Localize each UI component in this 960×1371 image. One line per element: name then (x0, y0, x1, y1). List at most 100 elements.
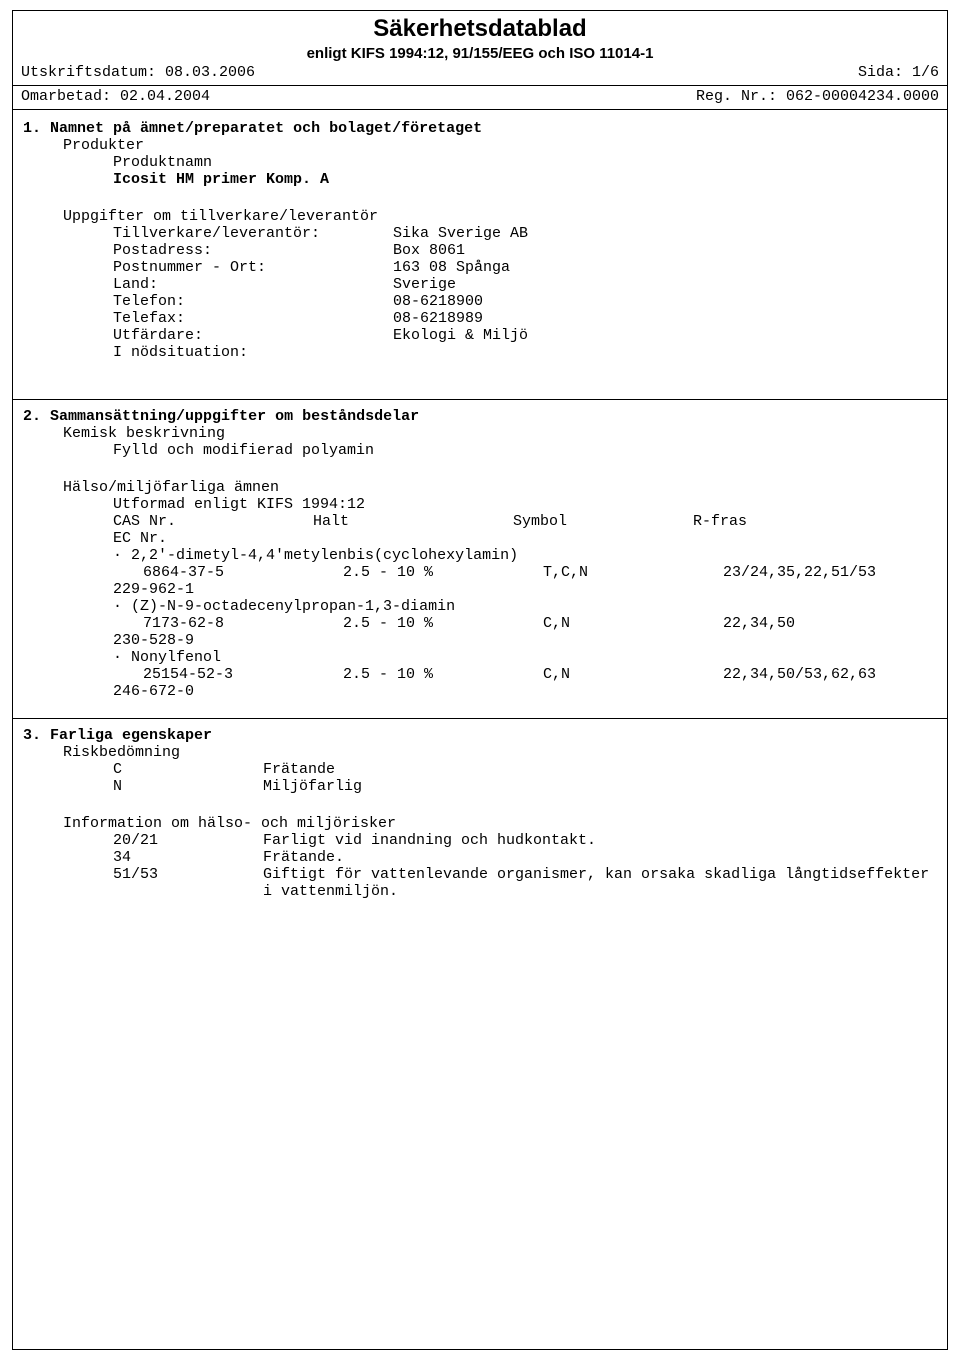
supplier-heading: Uppgifter om tillverkare/leverantör (23, 208, 937, 225)
divider (13, 85, 947, 86)
hazard-heading: Hälso/miljöfarliga ämnen (23, 479, 937, 496)
info-row: 34 Frätande. (23, 849, 937, 866)
hazard-item-2-halt: 2.5 - 10 % (343, 666, 543, 683)
hazard-item-name: Nonylfenol (23, 649, 937, 666)
hazard-item-1-rfras: 22,34,50 (723, 615, 937, 632)
hazard-item-1-halt: 2.5 - 10 % (343, 615, 543, 632)
section-1-heading: 1. Namnet på ämnet/preparatet och bolage… (23, 120, 937, 137)
meta-row-1: Utskriftsdatum: 08.03.2006 Sida: 1/6 (13, 64, 947, 81)
page: Säkerhetsdatablad enligt KIFS 1994:12, 9… (0, 0, 960, 1371)
chemdesc-value: Fylld och modifierad polyamin (23, 442, 937, 459)
table-header: CAS Nr. Halt Symbol R-fras (23, 513, 937, 530)
document-frame: Säkerhetsdatablad enligt KIFS 1994:12, 9… (12, 10, 948, 1350)
row-country: Land: Sverige (23, 276, 937, 293)
rev-label: Omarbetad: (21, 88, 111, 105)
section-1-title: Namnet på ämnet/preparatet och bolaget/f… (50, 120, 482, 137)
hazard-item-0-ec: 229-962-1 (23, 581, 937, 598)
section-2-heading: 2. Sammansättning/uppgifter om beståndsd… (23, 408, 937, 425)
info-heading: Information om hälso- och miljörisker (23, 815, 937, 832)
postcode-value: 163 08 Spånga (393, 259, 937, 276)
info-row: 51/53 Giftigt för vattenlevande organism… (23, 866, 937, 900)
info-code-0: 20/21 (113, 832, 263, 849)
section-1-num: 1. (23, 120, 41, 137)
info-code-1: 34 (113, 849, 263, 866)
page-value: 1/6 (912, 64, 939, 81)
hazard-item-1-cas: 7173-62-8 (143, 615, 343, 632)
ec-label: EC Nr. (23, 530, 937, 547)
col-rfras: R-fras (693, 513, 937, 530)
country-value: Sverige (393, 276, 937, 293)
hazard-item-0-rfras: 23/24,35,22,51/53 (723, 564, 937, 581)
section-2-num: 2. (23, 408, 41, 425)
phone-label: Telefon: (113, 293, 393, 310)
reg-value: 062-00004234.0000 (786, 88, 939, 105)
col-cas: CAS Nr. (113, 513, 313, 530)
section-2: 2. Sammansättning/uppgifter om beståndsd… (13, 400, 947, 719)
row-manufacturer: Tillverkare/leverantör: Sika Sverige AB (23, 225, 937, 242)
manufacturer-value: Sika Sverige AB (393, 225, 937, 242)
risk-code-0: C (113, 761, 263, 778)
rev-value: 02.04.2004 (120, 88, 210, 105)
row-fax: Telefax: 08-6218989 (23, 310, 937, 327)
risk-code-row: N Miljöfarlig (23, 778, 937, 795)
hazard-item-2-name: Nonylfenol (131, 649, 221, 666)
hazard-item-0-cas: 6864-37-5 (143, 564, 343, 581)
risk-code-row: C Frätande (23, 761, 937, 778)
page-number: Sida: 1/6 (858, 64, 939, 81)
hazard-item-2-cas: 25154-52-3 (143, 666, 343, 683)
doc-subtitle: enligt KIFS 1994:12, 91/155/EEG och ISO … (13, 45, 947, 62)
hazard-item-0-row: 6864-37-5 2.5 - 10 % T,C,N 23/24,35,22,5… (23, 564, 937, 581)
postaddr-label: Postadress: (113, 242, 393, 259)
col-halt: Halt (313, 513, 513, 530)
fax-value: 08-6218989 (393, 310, 937, 327)
hazard-item-0-halt: 2.5 - 10 % (343, 564, 543, 581)
postcode-label: Postnummer - Ort: (113, 259, 393, 276)
row-postcode: Postnummer - Ort: 163 08 Spånga (23, 259, 937, 276)
info-code-2: 51/53 (113, 866, 263, 900)
print-date-label: Utskriftsdatum: (21, 64, 156, 81)
print-date: Utskriftsdatum: 08.03.2006 (21, 64, 255, 81)
info-row: 20/21 Farligt vid inandning och hudkonta… (23, 832, 937, 849)
section-2-title: Sammansättning/uppgifter om beståndsdela… (50, 408, 419, 425)
phone-value: 08-6218900 (393, 293, 937, 310)
hazard-item-2-ec: 246-672-0 (23, 683, 937, 700)
section-3-num: 3. (23, 727, 41, 744)
hazard-item-1-ec: 230-528-9 (23, 632, 937, 649)
hazard-item-name: 2,2'-dimetyl-4,4'metylenbis(cyclohexylam… (23, 547, 937, 564)
section-3-title: Farliga egenskaper (50, 727, 212, 744)
hazard-item-0-name: 2,2'-dimetyl-4,4'metylenbis(cyclohexylam… (131, 547, 518, 564)
hazard-item-0-symbol: T,C,N (543, 564, 723, 581)
manufacturer-label: Tillverkare/leverantör: (113, 225, 393, 242)
risk-code-1: N (113, 778, 263, 795)
print-date-value: 08.03.2006 (165, 64, 255, 81)
meta-row-2: Omarbetad: 02.04.2004 Reg. Nr.: 062-0000… (13, 88, 947, 105)
info-text-0: Farligt vid inandning och hudkontakt. (263, 832, 937, 849)
risk-label: Riskbedömning (23, 744, 937, 761)
section-1: 1. Namnet på ämnet/preparatet och bolage… (13, 112, 947, 400)
products-label: Produkter (23, 137, 937, 154)
formed-by: Utformad enligt KIFS 1994:12 (23, 496, 937, 513)
revision-date: Omarbetad: 02.04.2004 (21, 88, 210, 105)
fax-label: Telefax: (113, 310, 393, 327)
col-symbol: Symbol (513, 513, 693, 530)
chemdesc-label: Kemisk beskrivning (23, 425, 937, 442)
hazard-item-1-symbol: C,N (543, 615, 723, 632)
risk-text-0: Frätande (263, 761, 937, 778)
info-text-2: Giftigt för vattenlevande organismer, ka… (263, 866, 937, 900)
risk-text-1: Miljöfarlig (263, 778, 937, 795)
postaddr-value: Box 8061 (393, 242, 937, 259)
hazard-item-name: (Z)-N-9-octadecenylpropan-1,3-diamin (23, 598, 937, 615)
hazard-item-2-row: 25154-52-3 2.5 - 10 % C,N 22,34,50/53,62… (23, 666, 937, 683)
row-emergency: I nödsituation: (23, 344, 937, 361)
section-3: 3. Farliga egenskaper Riskbedömning C Fr… (13, 719, 947, 918)
reg-number: Reg. Nr.: 062-00004234.0000 (696, 88, 939, 105)
row-phone: Telefon: 08-6218900 (23, 293, 937, 310)
hazard-item-2-symbol: C,N (543, 666, 723, 683)
productname-label: Produktnamn (23, 154, 937, 171)
row-issuer: Utfärdare: Ekologi & Miljö (23, 327, 937, 344)
section-3-heading: 3. Farliga egenskaper (23, 727, 937, 744)
reg-label: Reg. Nr.: (696, 88, 777, 105)
hazard-item-2-rfras: 22,34,50/53,62,63 (723, 666, 937, 683)
issuer-label: Utfärdare: (113, 327, 393, 344)
issuer-value: Ekologi & Miljö (393, 327, 937, 344)
